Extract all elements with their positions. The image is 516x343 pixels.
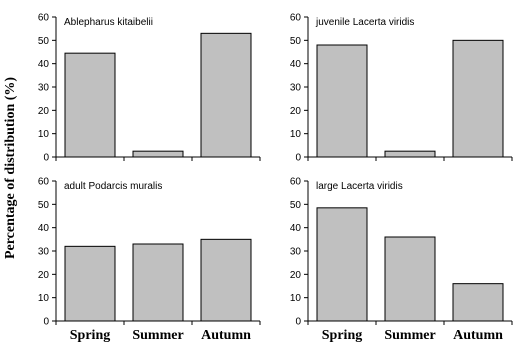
- panel-title: Ablepharus kitaibelii: [64, 17, 153, 28]
- y-tick-label: 20: [290, 270, 302, 281]
- y-tick-label: 10: [290, 129, 302, 140]
- y-tick-label: 50: [38, 200, 50, 211]
- bar-autumn: [200, 32, 252, 158]
- panel-title: large Lacerta viridis: [316, 181, 403, 192]
- y-tick-label: 20: [290, 106, 302, 117]
- y-tick-label: 30: [38, 247, 50, 258]
- y-tick-label: 40: [38, 59, 50, 70]
- y-tick-label: 0: [43, 317, 49, 328]
- y-tick-label: 50: [290, 200, 302, 211]
- y-tick-label: 60: [290, 13, 302, 24]
- x-category-label: Spring: [70, 328, 110, 343]
- y-tick-label: 0: [295, 153, 301, 164]
- y-tick-label: 20: [38, 270, 50, 281]
- y-tick-label: 40: [290, 223, 302, 234]
- panel-title: juvenile Lacerta viridis: [315, 17, 414, 28]
- y-tick-label: 10: [38, 129, 50, 140]
- panel-title: adult Podarcis muralis: [64, 181, 162, 192]
- bar-autumn: [200, 238, 252, 322]
- y-tick-label: 30: [290, 83, 302, 94]
- x-category-label: Summer: [132, 328, 183, 343]
- y-tick-label: 0: [295, 317, 301, 328]
- y-tick-label: 50: [38, 36, 50, 47]
- y-tick-label: 50: [290, 36, 302, 47]
- bar-spring: [316, 207, 368, 322]
- y-tick-label: 0: [43, 153, 49, 164]
- bar-autumn: [452, 283, 504, 322]
- y-tick-label: 10: [38, 293, 50, 304]
- y-axis-label: Percentage of distribution (%): [3, 77, 18, 259]
- x-category-label: Spring: [322, 328, 362, 343]
- x-category-label: Summer: [384, 328, 435, 343]
- bar-autumn: [452, 39, 504, 158]
- y-tick-label: 20: [38, 106, 50, 117]
- bar-summer: [132, 243, 184, 322]
- y-tick-label: 10: [290, 293, 302, 304]
- y-tick-label: 30: [290, 247, 302, 258]
- x-category-label: Autumn: [453, 328, 503, 343]
- y-tick-label: 40: [38, 223, 50, 234]
- y-tick-label: 60: [290, 177, 302, 188]
- bar-summer: [384, 150, 436, 158]
- y-tick-label: 40: [290, 59, 302, 70]
- bar-spring: [64, 52, 116, 158]
- y-tick-label: 30: [38, 83, 50, 94]
- y-tick-label: 60: [38, 13, 50, 24]
- bar-summer: [132, 150, 184, 158]
- bar-summer: [384, 236, 436, 322]
- bar-spring: [316, 44, 368, 158]
- y-tick-label: 60: [38, 177, 50, 188]
- bar-spring: [64, 245, 116, 322]
- x-category-label: Autumn: [201, 328, 251, 343]
